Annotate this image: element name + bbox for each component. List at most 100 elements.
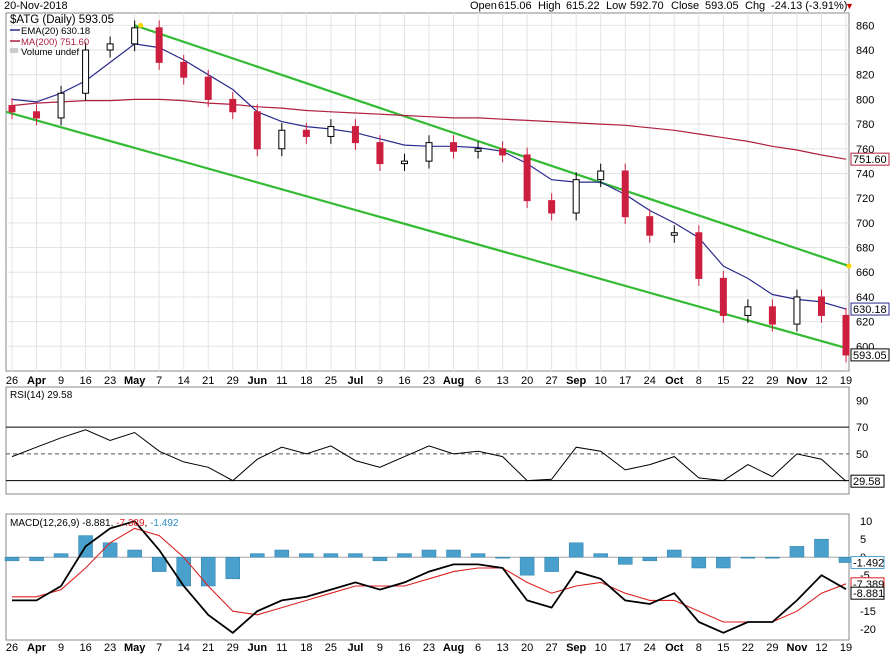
macd-tag: -1.492: [853, 558, 884, 570]
candle-body: [793, 296, 801, 325]
candle-body: [82, 49, 90, 94]
x-tick-label: 7: [156, 375, 162, 387]
x-tick-label: 17: [619, 375, 631, 387]
candle-body: [33, 111, 41, 119]
legend-volume-swatch: [10, 48, 18, 53]
x-tick-label: 12: [815, 642, 827, 654]
candle-body: [327, 126, 335, 137]
close-price-tag: 593.05: [853, 350, 887, 362]
rsi-label: RSI(14) 29.58: [10, 390, 73, 401]
x-tick-label: 18: [300, 642, 312, 654]
candle-body: [180, 61, 188, 78]
close-price-tag-box: [850, 348, 890, 362]
x-tick-label: 10: [595, 642, 607, 654]
x-tick-label: 16: [79, 642, 91, 654]
low-value: 592.70: [630, 0, 664, 12]
candle-body: [670, 232, 678, 236]
x-tick-label: 12: [815, 375, 827, 387]
rsi-tick-label: 90: [856, 395, 868, 407]
candles: [8, 20, 850, 363]
chg-down-arrow-icon: ▼: [845, 1, 854, 11]
x-axis-bottom: 26 Apr 9 16 23 May 7 14 21 29 Jun 11 18 25 Jul 9 16 23 Aug…: [6, 642, 852, 654]
x-tick-label: 15: [717, 642, 729, 654]
candle-body: [719, 277, 727, 316]
y-tick-label: 860: [856, 20, 874, 32]
macd-hist-bar: [421, 549, 437, 558]
chg-label: Chg: [745, 0, 765, 12]
x-tick-label: 13: [496, 642, 508, 654]
x-tick-label: 14: [178, 375, 190, 387]
macd-label: MACD(12,26,9) -8.881, -7.389, -1.492: [10, 518, 179, 529]
x-tick-label: 11: [276, 642, 287, 654]
rsi-tick-label: 70: [856, 422, 868, 434]
macd-hist-bar: [102, 542, 118, 558]
legend-ma: MA(200) 751.60: [21, 37, 89, 48]
y-tick-label: 620: [856, 317, 874, 329]
candle-body: [8, 105, 16, 113]
channel-anchor-dot: [138, 22, 144, 28]
macd-hist-bar: [544, 556, 559, 572]
x-tick-label: 25: [325, 375, 337, 387]
macd-hist-bar: [127, 549, 142, 558]
rsi-tag-box: [850, 474, 885, 488]
macd-tag: -8.881: [853, 588, 884, 600]
macd-hist-bar: [225, 556, 241, 580]
x-tick-label: 26: [6, 642, 18, 654]
rsi-tag: 29.58: [853, 476, 881, 488]
channel-anchor-dot: [846, 263, 852, 269]
x-tick-label: 16: [79, 375, 91, 387]
macd-hist-bar: [176, 556, 191, 587]
x-tick-label: 11: [276, 375, 287, 387]
macd-tick-label: 10: [860, 516, 872, 528]
macd-hist-bar: [789, 546, 805, 558]
x-tick-label: 18: [300, 375, 312, 387]
close-value: 593.05: [705, 0, 739, 12]
chart-date: 20-Nov-2018: [4, 0, 68, 12]
x-tick-label: Jul: [347, 642, 363, 654]
x-tick-label: 23: [104, 375, 116, 387]
candle-body: [400, 160, 408, 165]
x-tick-label: 29: [766, 642, 778, 654]
x-tick-label: 21: [202, 375, 214, 387]
macd-hist-bar: [53, 553, 69, 558]
x-tick-label: 29: [227, 375, 239, 387]
candle-body: [474, 148, 482, 152]
candle-body: [817, 296, 825, 316]
candle-body: [278, 129, 286, 150]
x-tick-label: 7: [156, 642, 162, 654]
x-tick-label: 27: [546, 642, 558, 654]
rsi-path: [11, 429, 847, 482]
x-tick-label: 17: [619, 642, 631, 654]
macd-hist-bar: [446, 549, 461, 558]
y-tick-label: 840: [856, 45, 874, 57]
macd-tick-label: -15: [860, 606, 876, 618]
macd-lines: -1.492-7.389-8.881: [12, 520, 885, 634]
x-tick-label: Nov: [787, 375, 809, 387]
chg-value: -24.13 (-3.91%): [771, 0, 847, 12]
candle-body: [572, 179, 580, 214]
candle-body: [204, 76, 212, 100]
x-tick-label: Apr: [27, 642, 47, 654]
candle-body: [155, 27, 163, 63]
y-tick-label: 640: [856, 292, 874, 304]
close-label: Close: [671, 0, 699, 12]
macd-hist-bar: [568, 542, 584, 558]
x-tick-label: 9: [377, 642, 383, 654]
macd-hist-bar: [470, 553, 486, 558]
legend-symbol: $ATG (Daily) 593.05: [10, 14, 114, 26]
macd-hist-bar: [814, 538, 829, 558]
macd-tag-box: [850, 586, 885, 600]
macd-hist-bar: [593, 553, 608, 558]
low-label: Low: [606, 0, 626, 12]
macd-hist-bar: [250, 553, 265, 558]
x-tick-label: Jun: [248, 375, 268, 387]
x-tick-label: 27: [546, 375, 558, 387]
candle-body: [253, 111, 261, 150]
x-tick-label: 20: [521, 642, 533, 654]
x-tick-label: 25: [325, 642, 337, 654]
legend-ema: EMA(20) 630.18: [21, 26, 90, 37]
x-tick-label: 20: [521, 375, 533, 387]
macd-hist-bar: [519, 556, 535, 576]
macd-hist-bar: [299, 553, 314, 558]
